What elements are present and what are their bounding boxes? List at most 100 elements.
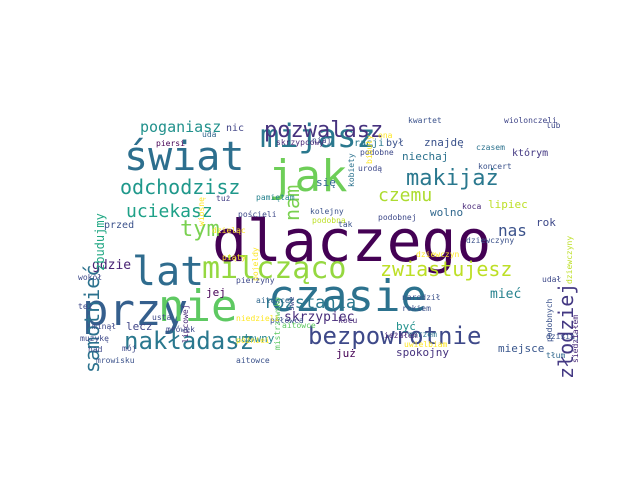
word-jak: jak [268, 151, 348, 202]
word-tak: tak [338, 220, 353, 229]
word-dziewczyny: dziewczyny [565, 235, 574, 284]
word-mrowisku: mrowisku [96, 356, 135, 365]
word-racji: racji [354, 138, 385, 149]
word-czasie: czasie [268, 271, 427, 322]
word-dziewczyny: dziewczyny [466, 236, 515, 245]
word-miejsce: miejsce [498, 342, 545, 355]
word-swe: swe [287, 296, 296, 312]
word-tuz: tuż [216, 194, 231, 203]
word-rokiem: rokiem [402, 304, 431, 313]
word-morzem: morzem [408, 330, 437, 339]
word-byc: być [396, 320, 416, 333]
word-lipiec: lipiec [488, 198, 528, 211]
word-rok: rok [536, 216, 556, 229]
word-pozniei: późniei [236, 336, 270, 345]
word-jej: jej [206, 286, 226, 299]
word-mijasz: mijasz [260, 117, 376, 155]
word-wiolonczeli: wiolonczeli [504, 116, 557, 125]
word-swiat: świat [124, 134, 245, 180]
word-nakladasz: nakładasz [124, 327, 255, 355]
word-spokojny: spokojny [396, 346, 449, 359]
word-uroda: urodą [358, 164, 383, 173]
word-podobne: podobne [360, 148, 394, 157]
word-uwielbiam: uwielbiam [404, 340, 448, 349]
word-podobnej: podobnej [378, 213, 417, 222]
word-usta: usta [152, 313, 172, 322]
word-rozstania: rozstania [264, 293, 357, 313]
word-makijaz: makijaż [406, 166, 499, 191]
word-byl: był [386, 138, 405, 149]
word-miec: mieć [490, 287, 522, 302]
word-wiosne: wiosnę [197, 196, 206, 226]
word-tez: też [78, 302, 93, 311]
word-poscieli: pościeli [238, 210, 277, 219]
word-mistrzowsko: mistrzowsko [273, 296, 282, 350]
word-niechaj: niechaj [402, 150, 449, 163]
word-muzyke: muzykę [80, 334, 109, 343]
word-pierzyny: pierzyny [236, 276, 275, 285]
word-nam: nam [280, 184, 304, 221]
word-narodzil: narodził [402, 293, 441, 302]
word-kolejny: kolejny [310, 207, 344, 216]
word-dlaczego: dlaczego [212, 207, 492, 275]
word-czemu: czemu [378, 185, 433, 206]
word-tym: tym [180, 217, 220, 242]
word-dzisiaj: dzisiaj [546, 332, 580, 341]
word-uda: uda [202, 130, 217, 139]
word-sie: się [316, 176, 336, 189]
word-zwiastujesz: zwiastujesz [380, 257, 513, 281]
word-przy: przy [82, 285, 188, 336]
word-odchodzisz: odchodzisz [120, 175, 241, 199]
word-aitowce: aitowce [236, 356, 270, 365]
word-tlum: tłum [546, 351, 566, 360]
word-lecz: lecz [126, 320, 153, 333]
word-pamietam: pamiętam [256, 193, 295, 202]
word-podobna: podobna [312, 216, 346, 225]
word-cloud: dlaczego czasie świat jak przy nie lat mijasz mi… [76, 116, 580, 380]
word-kwartet: kwartet [408, 116, 442, 125]
word-milczaco: milcząco [202, 251, 347, 286]
word-polowca: połowca [270, 316, 304, 325]
word-iezalem: ieżałem [384, 331, 418, 340]
word-wokol: wokół [78, 273, 103, 282]
word-pozwalasz: pozwalasz [264, 118, 384, 143]
word-udal: udał [542, 275, 562, 284]
word-nas: nas [498, 221, 527, 240]
word-koncert: koncert [478, 162, 512, 171]
word-gdzie: gdzie [92, 258, 132, 273]
word-czasem: czasem [476, 143, 505, 152]
word-nie: nie [158, 281, 238, 332]
word-niedzieli: niedzieli [236, 314, 280, 323]
word-kobiety: kobiety [347, 152, 356, 187]
word-piersi: piersi [156, 139, 185, 148]
word-koca: koca [462, 202, 482, 211]
word-uciekasz: uciekasz [126, 201, 213, 222]
word-juz: już [336, 347, 356, 360]
word-dziewczyn: dziewczyn [416, 250, 460, 259]
word-niaj: niaj [312, 136, 332, 145]
word-piaty: piąty [222, 253, 247, 262]
word-nic: nic [226, 123, 245, 134]
word-cudowny: cudowny [228, 332, 275, 345]
word-przed: przed [104, 220, 135, 231]
word-moj: mój [122, 344, 137, 353]
word-bibuly: bibuły [365, 134, 374, 164]
word-mrowek: mrówek [166, 325, 195, 334]
word-skrzypiec: skrzypiec [284, 310, 355, 325]
word-wolno: wolno [430, 206, 464, 219]
word-poganiasz: poganiasz [140, 118, 222, 136]
word-ktorym: którym [512, 148, 549, 159]
word-znajde: znajdę [424, 136, 464, 149]
word-minal: minął [92, 322, 117, 331]
word-aitowce: aitowce [256, 296, 290, 305]
word-kocu: kocu [338, 316, 358, 325]
word-siedzialem: siedziałem [571, 314, 580, 363]
word-dzielac: dzieląc [212, 226, 246, 235]
word-aitowce: aitowce [282, 321, 316, 330]
word-skrzypcowy: skrzypcowy [276, 138, 325, 147]
word-bezpowrotnie: bezpowrotnie [308, 322, 482, 350]
word-ona: ona [378, 131, 393, 140]
word-lat: lat [132, 249, 205, 295]
word-lub: lub [546, 121, 561, 130]
word-nad: nad [88, 345, 103, 354]
